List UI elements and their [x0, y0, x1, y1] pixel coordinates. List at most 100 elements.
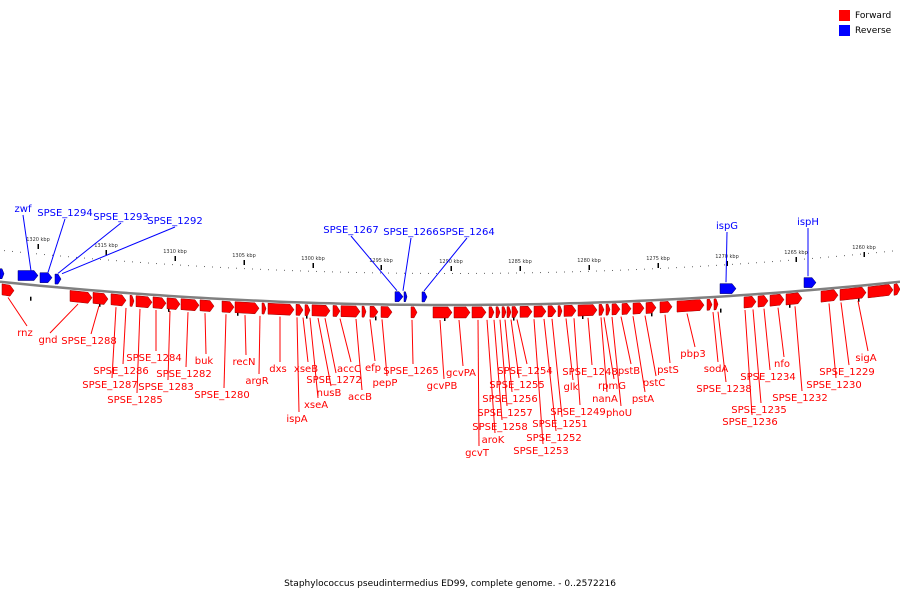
ruler-dot [492, 272, 493, 274]
forward-gene-block [533, 305, 547, 318]
ruler-dot [652, 268, 653, 270]
ruler-dot [548, 271, 549, 273]
ruler-dot [204, 266, 205, 268]
ruler-tick [720, 308, 722, 313]
forward-gene-block [611, 303, 621, 316]
ruler-label: 1305 kbp [232, 253, 256, 259]
forward-gene-block [563, 304, 577, 317]
ruler-tick [168, 307, 170, 312]
forward-gene-leader [167, 310, 171, 381]
ruler-dot [244, 268, 245, 270]
forward-gene-leader [551, 318, 563, 418]
forward-gene-leader [7, 297, 28, 327]
ruler-dot [436, 272, 437, 274]
ruler-tick [513, 316, 515, 321]
ruler-dot [116, 260, 117, 262]
forward-gene-label: xseB [294, 364, 318, 375]
forward-gene-block [547, 305, 557, 318]
forward-gene-leader [355, 318, 363, 391]
ruler-label: 1295 kbp [369, 258, 393, 264]
ruler-tick [789, 303, 791, 308]
forward-gene-label: SPSE_1283 [138, 382, 194, 393]
forward-gene-label: SPSE_1254 [497, 366, 553, 377]
ruler-dot [740, 263, 741, 265]
forward-gene-leader [857, 300, 869, 352]
forward-gene-leader [309, 317, 319, 399]
ruler-dot [580, 271, 581, 273]
ruler-dot [364, 272, 365, 274]
forward-gene-label: glk [564, 382, 579, 393]
genome-backbone [0, 280, 900, 307]
forward-gene-label: SPSE_1255 [489, 380, 545, 391]
ruler-dot [772, 261, 773, 263]
ruler-dot [756, 262, 757, 264]
ruler-dot [852, 254, 853, 256]
forward-gene-block [839, 286, 867, 301]
reverse-gene-block [54, 273, 62, 285]
forward-gene-block [332, 305, 341, 317]
ruler-dot [140, 261, 141, 263]
forward-gene-block [713, 298, 719, 311]
forward-gene-block [519, 305, 533, 318]
forward-gene-leader [565, 318, 574, 381]
ruler-dot [700, 265, 701, 267]
forward-gene-label: nfo [774, 359, 790, 370]
ruler-tick [174, 256, 176, 261]
ruler-dot [732, 263, 733, 265]
forward-gene-block [267, 302, 295, 316]
ruler-dot [172, 264, 173, 266]
ruler-tick [237, 311, 239, 316]
forward-gene-block [410, 306, 418, 319]
ruler-dot [180, 264, 181, 266]
ruler-tick [380, 265, 382, 270]
forward-gene-leader [510, 319, 520, 379]
forward-gene-leader [90, 305, 100, 335]
ruler-dot [276, 269, 277, 271]
forward-gene-label: pstB [618, 366, 640, 377]
reverse-gene-block [39, 272, 53, 283]
forward-gene-block [199, 299, 215, 312]
ruler-tick [375, 316, 377, 321]
forward-gene-leader [632, 316, 646, 393]
ruler-label: 1320 kbp [26, 237, 50, 243]
ruler-tick [519, 266, 521, 271]
ruler-dot [812, 257, 813, 259]
ruler-dot [620, 269, 621, 271]
ruler-dot [460, 272, 461, 274]
forward-gene-label: gnd [38, 335, 57, 346]
ruler-label: 1280 kbp [577, 258, 601, 264]
ruler-tick [863, 252, 865, 257]
forward-gene-label: pepP [373, 378, 398, 389]
reverse-gene-leader [47, 218, 66, 273]
forward-gene-leader [533, 319, 544, 445]
ruler-dot [484, 272, 485, 274]
ruler-dot [356, 271, 357, 273]
forward-gene-block [659, 301, 673, 314]
forward-gene-leader [752, 309, 762, 404]
forward-gene-block [757, 295, 769, 308]
forward-gene-block [557, 305, 563, 317]
ruler-dot [108, 259, 109, 261]
genome-title: Staphylococcus pseudintermedius ED99, co… [284, 579, 616, 589]
ruler-dot [844, 255, 845, 257]
forward-gene-block [311, 304, 331, 317]
forward-gene-label: pstA [632, 394, 654, 405]
forward-gene-block [69, 290, 93, 304]
forward-gene-block [471, 306, 487, 319]
forward-gene-leader [49, 303, 79, 334]
ruler-dot [132, 261, 133, 263]
ruler-dot [676, 267, 677, 269]
forward-gene-leader [324, 318, 337, 374]
forward-gene-block [340, 305, 361, 318]
forward-gene-leader [486, 319, 496, 434]
forward-gene-label: dxs [269, 364, 286, 375]
ruler-dot [196, 265, 197, 267]
forward-gene-leader [712, 311, 719, 363]
forward-gene-block [166, 297, 181, 310]
forward-gene-block [676, 299, 705, 313]
forward-gene-block [621, 302, 632, 315]
reverse-gene-track [0, 268, 817, 303]
forward-gene-label: SPSE_1230 [806, 380, 862, 391]
forward-gene-label: accC [337, 364, 361, 375]
